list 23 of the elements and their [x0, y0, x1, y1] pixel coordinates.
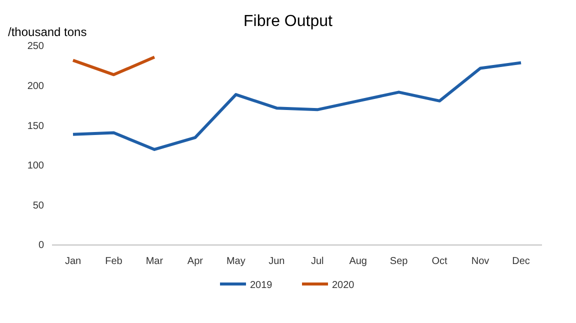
y-tick-label: 150 [27, 120, 44, 132]
y-tick-label: 50 [32, 200, 44, 212]
legend-label: 2020 [332, 280, 355, 291]
legend-label: 2019 [250, 280, 273, 291]
x-tick-label: Oct [432, 256, 448, 268]
y-tick-label: 250 [27, 41, 44, 52]
x-tick-label: Nov [471, 256, 490, 268]
x-tick-label: Dec [512, 256, 530, 268]
y-tick-label: 100 [27, 160, 44, 172]
x-tick-label: Apr [187, 256, 204, 268]
y-tick-label: 200 [27, 81, 44, 92]
x-tick-label: Mar [146, 256, 164, 268]
x-tick-label: May [226, 256, 246, 268]
y-axis-title: /thousand tons [8, 25, 87, 39]
x-tick-label: Sep [390, 256, 408, 268]
x-tick-label: Jun [268, 256, 285, 268]
x-tick-label: Jan [64, 256, 82, 268]
x-tick-label: Jul [310, 256, 324, 268]
x-tick-label: Aug [349, 256, 367, 268]
x-tick-label: Feb [105, 256, 123, 268]
chart-title: Fibre Output [244, 13, 334, 30]
y-tick-label: 0 [38, 240, 44, 252]
line-series [72, 61, 522, 151]
